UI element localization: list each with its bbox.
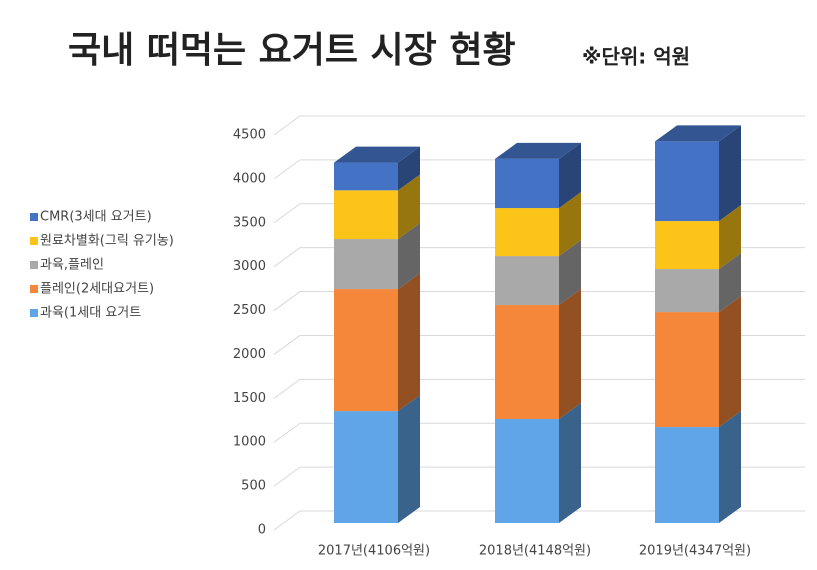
bar [495,418,559,523]
bar-top [495,142,581,159]
bar [655,221,719,270]
grid-line [273,466,301,487]
y-tick-label: 2000 [233,347,266,362]
grid-line [273,510,301,531]
bar-side [559,240,581,306]
y-tick-label: 1500 [233,391,266,406]
grid-line [273,115,301,136]
bar-side [719,296,741,428]
legend-label: 플레인(2세대요거트) [40,282,154,297]
bar-top [655,125,741,142]
grid-line [273,378,301,399]
bar [495,305,559,419]
bar [655,427,719,523]
bar [334,239,398,290]
grid-line [273,159,301,180]
y-tick-label: 500 [241,479,266,494]
bar [334,289,398,412]
y-tick-label: 3500 [233,215,266,230]
bar-side [398,395,420,523]
bar-side [398,273,420,412]
bar-side [398,146,420,191]
bar-side [398,223,420,290]
bar-side [719,411,741,523]
legend-label: 원료차별화(그릭 유기농) [40,234,174,249]
grid-line [273,335,301,355]
bar-side [559,402,581,523]
legend-swatch [30,285,38,293]
y-tick-label: 4000 [233,171,266,186]
y-tick-label: 4500 [233,128,266,143]
bar [655,269,719,313]
grid-line [273,203,301,224]
legend-swatch [30,261,38,269]
legend-swatch [30,309,38,317]
bar [495,208,559,257]
chart-subtitle: ※단위: 억원 [582,45,690,69]
x-tick-label: 2018년(4148억원) [479,544,591,559]
y-tick-label: 2500 [233,303,266,318]
bar-top [334,146,420,163]
bar [655,312,719,428]
legend-swatch [30,237,38,245]
chart-title: 국내 떠먹는 요거트 시장 현황 [68,30,516,71]
bar [495,158,559,209]
x-tick-label: 2019년(4347억원) [639,544,751,559]
bar [334,411,398,523]
x-tick-label: 2017년(4106억원) [318,544,430,559]
bar [495,256,559,306]
legend-swatch [30,213,38,221]
legend-label: 과육(1세대 요거트 [40,306,141,321]
legend-label: CMR(3세대 요거트) [40,210,152,225]
bar-side [559,192,581,257]
bar-side [719,205,741,270]
y-tick-label: 0 [258,523,266,538]
grid-line [273,247,301,268]
legend-label: 과육,플레인 [40,258,104,273]
bar-side [719,125,741,222]
bar-side [719,253,741,313]
bar [334,162,398,191]
bar-side [398,174,420,240]
y-tick-label: 1000 [233,435,266,450]
grid-line [273,291,301,311]
bar-side [559,142,581,209]
y-tick-label: 3000 [233,259,266,274]
bar [334,190,398,240]
grid-line [273,422,301,443]
bar [655,141,719,222]
bar-side [559,289,581,419]
